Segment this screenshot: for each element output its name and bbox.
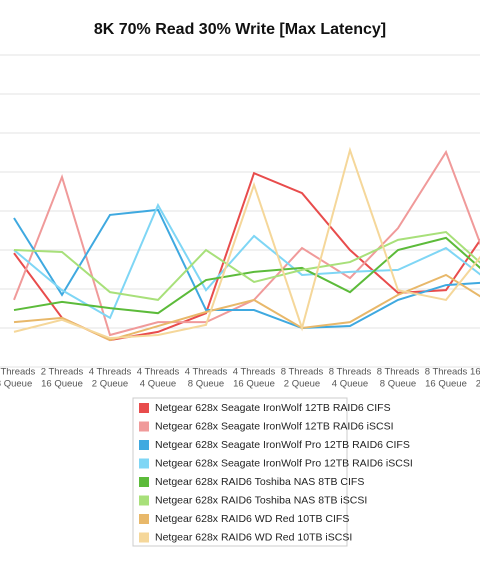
legend-label: Netgear 628x Seagate IronWolf 12TB RAID6…	[155, 402, 391, 414]
legend-label: Netgear 628x Seagate IronWolf 12TB RAID6…	[155, 420, 394, 432]
legend-swatch	[139, 440, 149, 450]
legend-label: Netgear 628x RAID6 Toshiba NAS 8TB iSCSI	[155, 494, 367, 506]
legend-swatch	[139, 532, 149, 543]
legend-label: Netgear 628x Seagate IronWolf Pro 12TB R…	[155, 439, 410, 451]
legend-label: Netgear 628x RAID6 WD Red 10TB CIFS	[155, 513, 349, 525]
x-tick-label: 4 Threads	[137, 367, 180, 378]
legend-swatch	[139, 495, 149, 506]
x-tick-label: 16 Threads	[470, 367, 480, 378]
series-line	[13, 146, 480, 340]
x-tick-label: 8 Queue	[380, 379, 416, 390]
x-tick-label: 16 Queue	[425, 379, 467, 390]
legend-box	[132, 397, 348, 547]
legend-label: Netgear 628x RAID6 WD Red 10TB iSCSI	[155, 531, 352, 543]
legend-swatch	[139, 421, 149, 432]
x-tick-label: 8 Threads	[425, 367, 468, 378]
x-tick-label: 8 Queue	[0, 379, 32, 390]
x-tick-label: 2 Threads	[41, 367, 84, 378]
x-tick-label: 4 Queue	[140, 379, 176, 390]
series-line	[13, 202, 480, 320]
legend-swatch	[139, 514, 149, 524]
legend-swatch	[139, 458, 149, 469]
x-tick-label: 2 Queue	[476, 379, 480, 390]
x-tick-label: 8 Threads	[377, 367, 420, 378]
x-tick-label: 16 Queue	[233, 379, 275, 390]
x-tick-label: 4 Queue	[332, 379, 368, 390]
legend-swatch	[139, 477, 149, 487]
chart-title: 8K 70% Read 30% Write [Max Latency]	[94, 21, 386, 38]
legend-label: Netgear 628x RAID6 Toshiba NAS 8TB CIFS	[155, 476, 364, 488]
x-tick-label: 2 Queue	[284, 379, 320, 390]
legend-swatch	[139, 403, 149, 413]
x-tick-label: 4 Threads	[89, 367, 132, 378]
x-tick-label: 8 Queue	[188, 379, 224, 390]
series-line	[13, 208, 480, 330]
x-tick-label: 2 Queue	[92, 379, 128, 390]
x-tick-label: 4 Threads	[233, 367, 276, 378]
x-tick-label: 8 Threads	[281, 367, 324, 378]
x-tick-label: 4 Threads	[185, 367, 228, 378]
series-line	[13, 236, 480, 315]
legend-label: Netgear 628x Seagate IronWolf Pro 12TB R…	[155, 457, 413, 469]
series-line	[13, 273, 480, 342]
x-tick-label: 8 Threads	[329, 367, 372, 378]
series-line	[13, 230, 480, 301]
x-tick-label: 2 Threads	[0, 367, 36, 378]
x-tick-label: 16 Queue	[41, 379, 83, 390]
plot	[13, 146, 480, 342]
